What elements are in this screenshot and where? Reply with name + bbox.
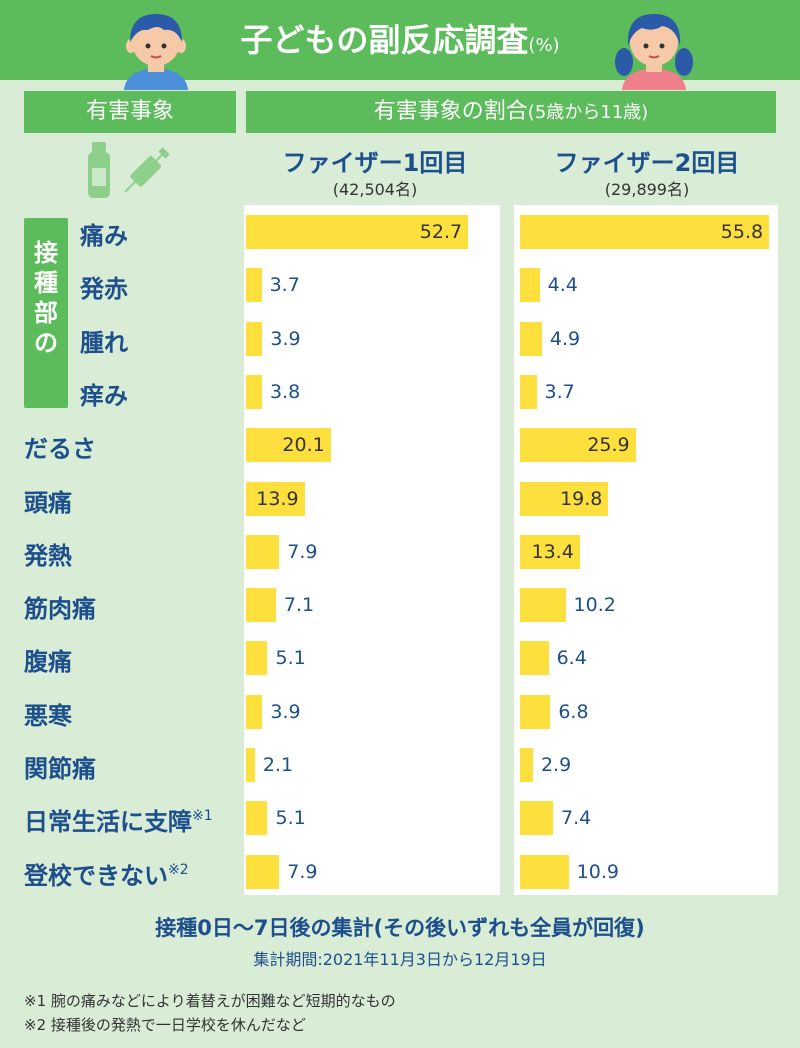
data-label: 3.8 [270, 380, 301, 403]
bar-series-2 [520, 588, 566, 623]
data-label: 3.9 [270, 700, 301, 723]
series-2-note: (29,899名) [604, 180, 690, 199]
injection-site-group-box [24, 218, 68, 408]
bar-series-2 [520, 854, 569, 889]
bar-series-1 [246, 694, 263, 729]
data-label: 7.1 [283, 594, 315, 617]
data-label: 5.1 [275, 807, 306, 830]
data-label: 10.2 [573, 594, 616, 617]
bar-series-1 [246, 854, 280, 889]
girl-avatar-icon [615, 14, 693, 90]
bar-series-1 [246, 801, 268, 836]
bar-series-1 [246, 374, 262, 409]
category-label: 関節痛 [24, 755, 96, 783]
bar-series-1 [246, 321, 263, 356]
series-1-note: (42,504名) [332, 180, 418, 199]
bar-series-2 [520, 428, 636, 463]
bar-series-1 [246, 641, 268, 676]
bar-series-1 [246, 428, 331, 463]
category-label: 登校できない※2 [24, 861, 189, 890]
data-label: 6.8 [558, 700, 589, 723]
footer-main: 接種0日〜7日後の集計(その後いずれも全員が回復) [155, 916, 645, 940]
series-2-title: ファイザー2回目 [554, 149, 740, 177]
data-label: 7.9 [287, 540, 318, 563]
data-label: 7.9 [287, 860, 318, 883]
header-rate: 有害事象の割合(5歳から11歳) [246, 91, 776, 133]
data-label: 7.4 [561, 807, 592, 830]
data-label: 2.9 [540, 754, 572, 776]
page-title: 子どもの副反応調査(%) [0, 0, 800, 80]
category-label: 痒み [80, 381, 128, 410]
bar-series-2 [520, 268, 540, 303]
data-label: 6.4 [556, 647, 587, 670]
category-label: 発熱 [24, 541, 72, 570]
bar-series-2 [520, 748, 533, 782]
category-label: 腫れ [80, 328, 128, 357]
data-label: 20.1 [282, 434, 325, 457]
category-label: 筋肉痛 [24, 595, 96, 624]
footnote-1: ※1 腕の痛みなどにより着替えが困難など短期的なもの [24, 992, 396, 1010]
header-rate-sub: (5歳から11歳) [527, 102, 649, 123]
data-label: 3.7 [269, 274, 300, 297]
bar-series-1 [246, 268, 262, 303]
bar-series-1 [246, 481, 305, 516]
category-label: 悪寒 [24, 701, 72, 730]
bar-series-2 [520, 641, 549, 676]
data-label: 55.8 [720, 221, 764, 243]
data-label: 13.9 [256, 487, 299, 510]
vial-icon [88, 142, 110, 198]
title-text: 子どもの副反応調査 [240, 21, 529, 59]
data-label: 10.9 [576, 860, 619, 883]
bar-series-2 [520, 801, 554, 836]
injection-site-group-label: 接種部の [34, 239, 58, 357]
data-label: 19.8 [560, 487, 603, 510]
bar-series-2 [520, 321, 542, 356]
category-label: 発赤 [80, 275, 128, 304]
bar-series-2 [520, 694, 551, 729]
title-unit: (%) [528, 35, 560, 56]
footer-period: 集計期間:2021年11月3日から12月19日 [253, 950, 547, 969]
bar-series-2 [520, 534, 580, 569]
boy-avatar-icon [124, 14, 188, 90]
syringe-icon [124, 147, 170, 193]
bar-series-1 [246, 534, 280, 569]
category-label: 日常生活に支障※1 [24, 808, 213, 837]
bar-series-2 [520, 215, 770, 249]
header-event: 有害事象 [24, 91, 236, 133]
data-label: 25.9 [587, 434, 630, 457]
category-label: 頭痛 [24, 488, 72, 517]
bar-series-1 [246, 748, 255, 782]
data-label: 4.4 [547, 274, 578, 297]
data-label: 2.1 [262, 754, 294, 776]
bar-series-1 [246, 588, 276, 623]
data-label: 52.7 [419, 221, 463, 243]
data-label: 4.9 [549, 327, 581, 350]
series-1-title: ファイザー1回目 [282, 149, 468, 177]
header-rate-label: 有害事象の割合 [373, 99, 528, 124]
data-label: 3.7 [544, 380, 575, 403]
category-label: 腹痛 [24, 648, 72, 677]
category-label: だるさ [24, 435, 96, 464]
series-1-panel [244, 205, 500, 895]
data-label: 13.4 [531, 540, 574, 563]
category-label: 痛み [80, 222, 128, 250]
footnote-2: ※2 接種後の発熱で一日学校を休んだなど [24, 1016, 306, 1034]
bar-series-2 [520, 374, 537, 409]
bar-series-1 [246, 215, 469, 249]
bar-series-2 [520, 481, 609, 516]
data-label: 3.9 [270, 327, 301, 350]
data-label: 5.1 [275, 647, 306, 670]
